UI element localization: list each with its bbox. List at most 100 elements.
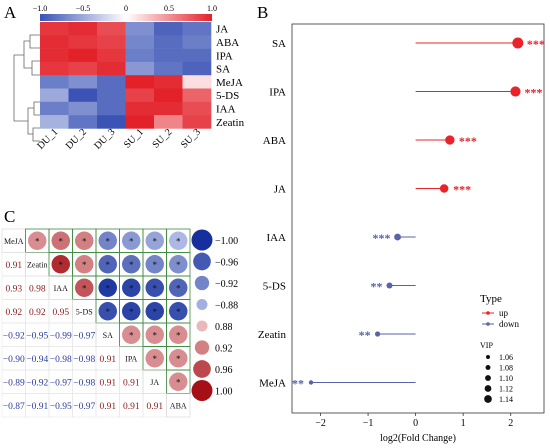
panel-b-lollipop: SA *** IPA *** ABA *** JA *** IAA *** 5-DS ** Zeatin…: [258, 23, 545, 444]
corr-marker: *: [153, 236, 158, 246]
corr-value-label: −0.97: [50, 378, 72, 388]
lollipop-point: [386, 282, 393, 289]
lollipop-x-ticks: −2 −1 0 1 2: [315, 413, 513, 429]
corr-legend-circle: [196, 299, 208, 310]
corr-marker: *: [106, 307, 111, 317]
corr-circle: [122, 325, 141, 344]
significance-label: **: [359, 328, 371, 342]
corr-circle: [75, 255, 94, 274]
corr-variable-label: Zeatin: [27, 260, 47, 269]
corr-circle: [169, 349, 188, 368]
corr-value-label: 0.95: [52, 308, 69, 318]
heatmap-cell: [154, 48, 183, 63]
legend-vip-dot: [484, 395, 492, 403]
x-tick-label: −1: [363, 418, 374, 429]
heatmap-cell: [68, 101, 98, 116]
legend-vip-label: 1.14: [499, 395, 513, 404]
significance-label: ***: [453, 183, 471, 197]
significance-label: ***: [527, 37, 545, 51]
heatmap-row-label: IPA: [216, 50, 233, 62]
heatmap-colorbar: [40, 14, 212, 21]
corr-legend-label: 0.88: [215, 322, 233, 333]
corr-legend-label: −0.88: [215, 301, 238, 312]
corr-value-label: −0.97: [73, 331, 95, 341]
heatmap-cell: [125, 35, 155, 49]
corr-circle: [122, 255, 141, 274]
heatmap-cell: [68, 88, 98, 103]
corr-value-label: −0.95: [50, 402, 72, 412]
corr-circle: [122, 231, 141, 250]
corr-value-label: 0.91: [123, 402, 140, 412]
heatmap-cell: [40, 88, 69, 103]
corr-circle: [169, 278, 188, 297]
heatmap-cell: [182, 115, 212, 129]
heatmap-cell: [154, 75, 183, 89]
corr-circle: [169, 325, 188, 344]
x-tick-label: 1: [461, 418, 466, 429]
heatmap-cell: [40, 101, 69, 116]
heatmap-cell: [97, 115, 126, 129]
heatmap-row-dendrogram: [13, 34, 40, 142]
heatmap-column-label: DU_2: [64, 127, 89, 152]
heatmap-cell: [154, 115, 183, 129]
corr-marker: *: [153, 260, 158, 270]
heatmap-cell: [182, 75, 212, 89]
heatmap-column-label: SU_1: [122, 127, 146, 151]
x-tick-label: 0: [413, 418, 418, 429]
corr-marker: *: [129, 283, 134, 293]
colorbar-tick-label: 0.5: [164, 4, 174, 13]
lollipop-point: [308, 380, 314, 385]
corr-marker: *: [82, 236, 87, 246]
corr-circle: [145, 278, 164, 297]
heatmap-cell: [125, 88, 155, 103]
corr-variable-label: IAA: [54, 284, 68, 293]
legend-type-label: down: [499, 319, 519, 329]
corr-legend-label: −0.96: [215, 258, 238, 269]
corr-circle: [145, 302, 164, 321]
heatmap-cell: [40, 35, 69, 49]
corr-value-label: −0.95: [26, 331, 48, 341]
corr-marker: *: [82, 260, 87, 270]
corr-value-label: −0.98: [73, 378, 95, 388]
corr-marker: *: [153, 330, 158, 340]
corr-marker: *: [129, 307, 134, 317]
lollipop-category-label: Zeatin: [258, 329, 287, 341]
corr-legend-label: −1.00: [215, 236, 238, 247]
lollipop-category-label: IAA: [266, 232, 286, 244]
corr-marker: *: [129, 260, 134, 270]
lollipop-point: [394, 233, 401, 241]
corr-variable-label: SA: [103, 331, 113, 340]
legend-vip-label: 1.10: [499, 374, 513, 383]
heatmap-column-label: DU_1: [35, 127, 60, 152]
heatmap-cell: [182, 61, 212, 76]
corr-marker: *: [153, 283, 158, 293]
corr-circle: [169, 255, 188, 274]
corr-variable-label: 5-DS: [76, 307, 93, 316]
corr-value-label: 0.91: [99, 378, 116, 388]
corr-marker: *: [153, 354, 158, 364]
corr-variable-label: JA: [150, 378, 159, 387]
corr-value-label: −0.90: [3, 355, 25, 365]
x-tick-label: −2: [315, 418, 326, 429]
corr-marker: *: [129, 330, 134, 340]
heatmap-cell: [182, 22, 212, 36]
heatmap-cell: [182, 48, 212, 63]
corr-variable-label: MeJA: [4, 237, 24, 246]
lollipop-x-label: log2(Fold Change): [380, 433, 456, 444]
corr-marker: *: [176, 330, 181, 340]
heatmap-column-label: SU_3: [179, 127, 203, 151]
corr-value-label: −0.99: [50, 331, 72, 341]
heatmap-cell: [68, 35, 98, 49]
significance-label: **: [370, 280, 382, 294]
corr-diagonal-cell: [166, 393, 191, 418]
panel-label-c: C: [4, 207, 15, 226]
corr-marker: *: [176, 377, 181, 387]
heatmap-colorbar-ticks: −1.0 −0.5 0 0.5 1.0: [33, 4, 217, 13]
corr-legend-circle: [191, 229, 213, 251]
corr-value-label: 0.93: [5, 284, 22, 294]
heatmap-column-label: DU_3: [92, 127, 117, 152]
panel-label-b: B: [257, 3, 268, 22]
corr-value-label: 0.91: [146, 402, 163, 412]
